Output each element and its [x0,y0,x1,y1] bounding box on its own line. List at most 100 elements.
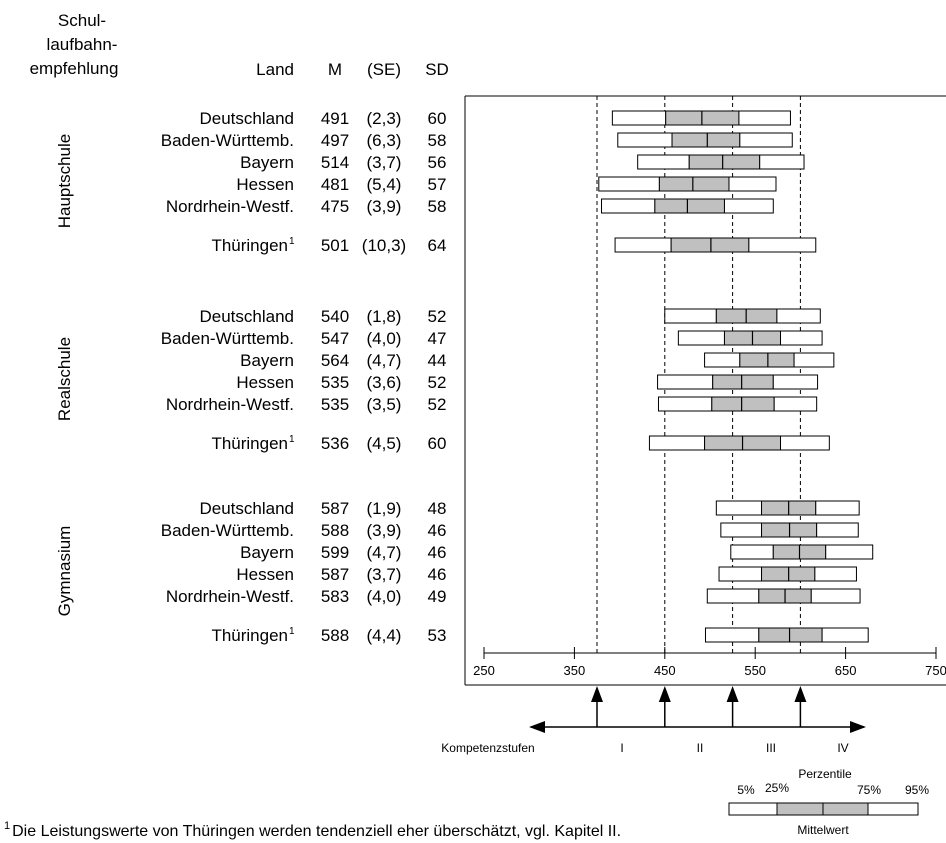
sd-value: 60 [428,434,447,453]
table-row: Deutschland 491 (2,3) 60 [199,109,791,128]
band-5-25 [664,308,717,324]
land-label: Bayern [240,351,294,370]
mean-value: 536 [321,434,349,453]
sd-value: 46 [428,565,447,584]
legend-p95-label: 95% [905,783,929,797]
band-75-95 [773,396,818,412]
sd-value: 57 [428,175,447,194]
legend-p75-label: 75% [857,783,881,797]
sd-value: 47 [428,329,447,348]
band-75-95 [739,132,793,148]
m-header: M [328,60,342,79]
land-label: Baden-Württemb. [161,521,294,540]
group-label: Gymnasium [55,526,74,617]
band-75-95 [738,110,791,126]
band-25-75 [739,352,795,368]
mean-value: 564 [321,351,349,370]
band-75-95 [821,627,869,643]
land-label: Thüringen [211,626,288,645]
level-label: I [620,741,623,755]
level-arrow-head [658,686,671,702]
band-5-25 [715,500,763,516]
footnote-marker-ref: 1 [289,626,295,637]
land-label: Thüringen [211,434,288,453]
se-value: (3,9) [367,521,402,540]
band-75-95 [825,544,874,560]
legend-band-outer-right [867,802,919,816]
band-5-25 [617,132,673,148]
sd-value: 46 [428,521,447,540]
se-value: (1,9) [367,499,402,518]
levels-arrow-right-head [850,721,866,733]
sd-value: 48 [428,499,447,518]
band-5-25 [704,627,760,643]
mean-value: 475 [321,197,349,216]
table-row: Bayern 564 (4,7) 44 [240,351,835,370]
se-value: (6,3) [367,131,402,150]
group-header-line-1: Schul- [58,11,106,30]
sd-value: 49 [428,587,447,606]
mean-value: 481 [321,175,349,194]
band-25-75 [654,198,725,214]
land-label: Deutschland [199,499,294,518]
sd-value: 52 [428,307,447,326]
sd-value: 64 [428,236,447,255]
band-5-25 [657,374,714,390]
band-25-75 [688,154,761,170]
band-75-95 [780,435,830,451]
group-header-line-3: empfehlung [30,59,119,78]
band-75-95 [728,176,777,192]
sd-value: 46 [428,543,447,562]
band-75-95 [793,352,835,368]
band-75-95 [772,374,819,390]
band-5-25 [677,330,725,346]
x-tick-label: 750 [925,663,946,678]
table-row: Bayern 599 (4,7) 46 [240,543,874,562]
land-header: Land [256,60,294,79]
se-value: (3,7) [367,153,402,172]
band-5-25 [704,352,741,368]
band-25-75 [711,396,775,412]
band-75-95 [810,588,861,604]
band-5-25 [730,544,774,560]
band-25-75 [712,374,774,390]
band-75-95 [759,154,805,170]
level-label: III [766,741,776,755]
sd-value: 58 [428,131,447,150]
sd-value: 52 [428,373,447,392]
table-row: Thüringen 1 536 (4,5) 60 [211,434,830,453]
legend-p25-label: 25% [765,781,789,795]
land-label: Nordrhein-Westf. [166,395,294,414]
sd-value: 56 [428,153,447,172]
footnote-text: Die Leistungswerte von Thüringen werden … [12,823,621,840]
mean-value: 491 [321,109,349,128]
se-value: (4,5) [367,434,402,453]
group-realschule: Realschule Deutschland 540 (1,8) 52 Baden-Wür… [55,307,835,453]
level-arrow-head [794,686,807,702]
mean-value: 535 [321,373,349,392]
band-5-25 [601,198,656,214]
band-25-75 [670,237,750,253]
column-headers: Schul- laufbahn- empfehlung Land M (SE) … [30,11,449,79]
levels-arrow-left-head [529,721,545,733]
band-5-25 [637,154,690,170]
land-label: Nordrhein-Westf. [166,197,294,216]
se-value: (3,9) [367,197,402,216]
table-row: Deutschland 587 (1,9) 48 [199,499,860,518]
legend-band-outer-left [728,802,778,816]
band-5-25 [718,566,763,582]
mean-value: 587 [321,565,349,584]
band-75-95 [748,237,817,253]
mean-value: 583 [321,587,349,606]
level-arrow-head [726,686,739,702]
table-row: Deutschland 540 (1,8) 52 [199,307,821,326]
mean-value: 497 [321,131,349,150]
table-row: Baden-Württemb. 547 (4,0) 47 [161,329,823,348]
band-5-25 [657,396,713,412]
legend-mean-label: Mittelwert [797,823,849,837]
group-gymnasium: Gymnasium Deutschland 587 (1,9) 48 Baden-Würt… [55,499,874,645]
group-header-line-2: laufbahn- [47,35,118,54]
band-75-95 [780,330,823,346]
land-label: Deutschland [199,307,294,326]
